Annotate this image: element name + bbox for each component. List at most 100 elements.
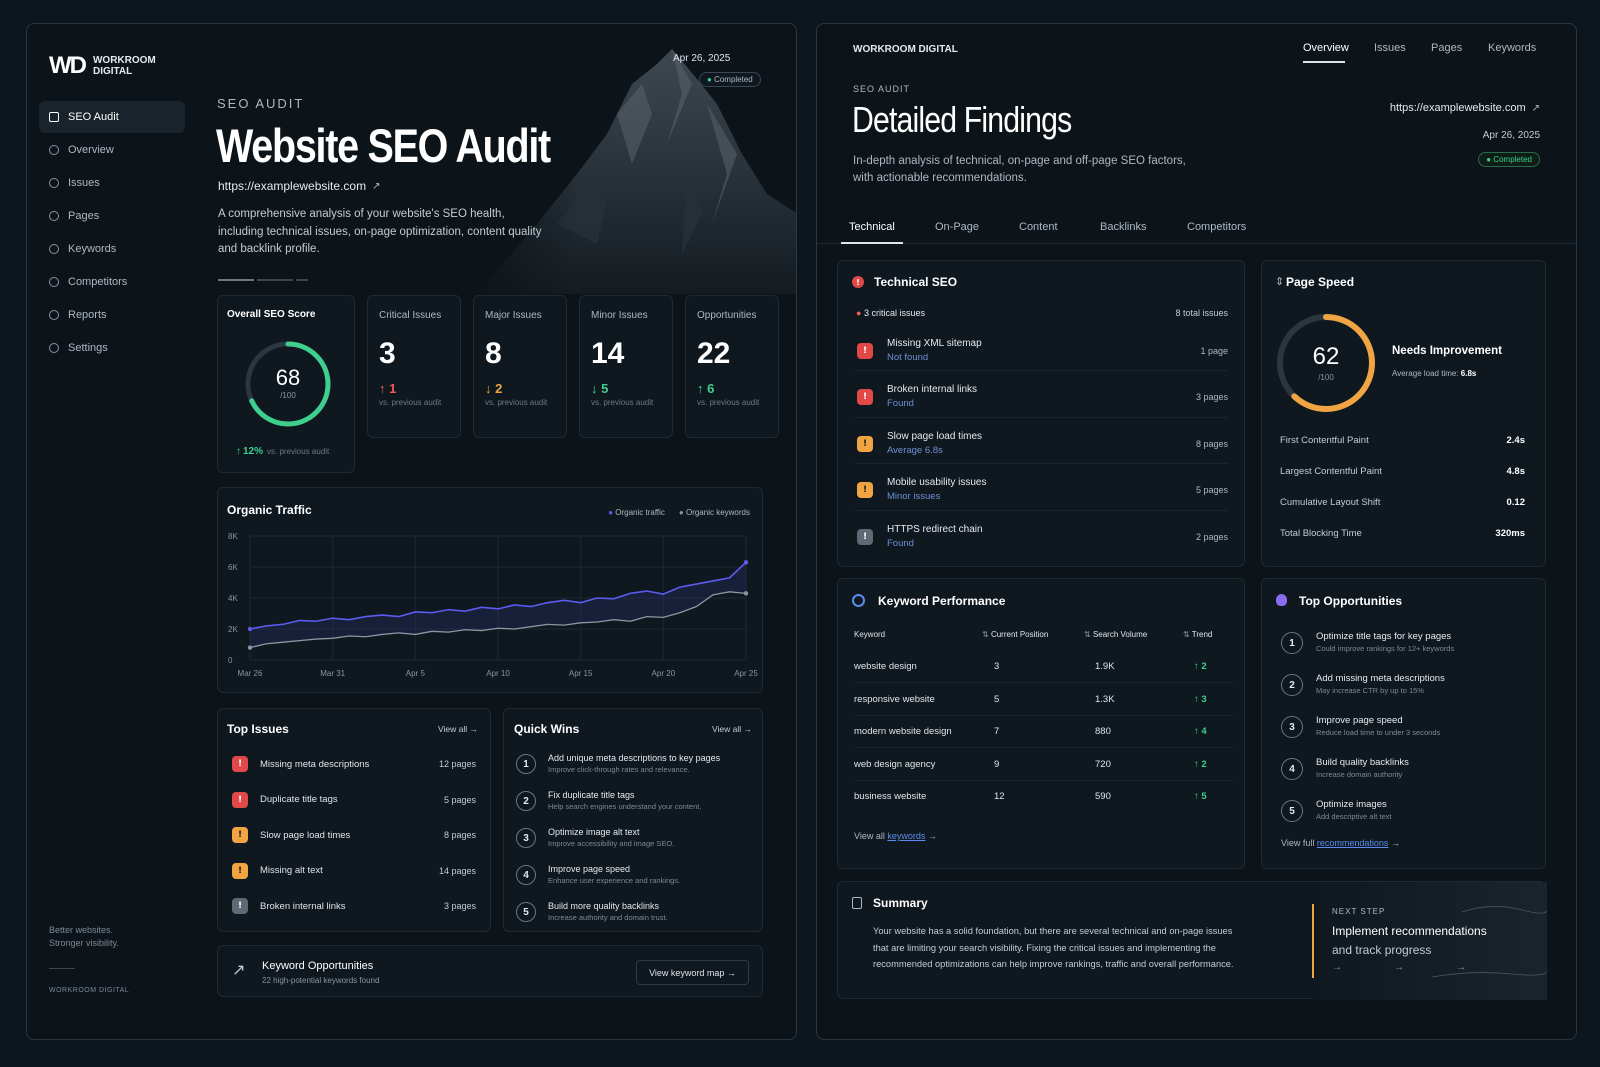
col-header-position[interactable]: ⇅ Current Position [982, 630, 1048, 639]
chart-title: Organic Traffic [227, 503, 312, 517]
quick-win-item[interactable]: 5 Build more quality backlinks Increase au… [516, 897, 754, 927]
sidebar-item-reports[interactable]: Reports [39, 299, 185, 331]
quick-wins-view-all[interactable]: View all → [712, 724, 752, 734]
external-link-icon: ↗ [1531, 102, 1540, 114]
alert-icon: ! [232, 756, 248, 772]
keywords-icon [49, 244, 59, 254]
table-row[interactable]: web design agency 9 720 ↑ 2 [854, 749, 1234, 781]
series-band-fill [250, 562, 746, 648]
quick-win-item[interactable]: 1 Add unique meta descriptions to key pag… [516, 749, 754, 779]
tab-technical[interactable]: Technical [849, 221, 895, 233]
issue-row[interactable]: ! Duplicate title tags 5 pages [232, 789, 476, 811]
sidebar-item-competitors[interactable]: Competitors [39, 266, 185, 298]
table-row[interactable]: modern website design 7 880 ↑ 4 [854, 716, 1234, 748]
brand-name-line1: WORKROOM [92, 55, 156, 66]
col-header-volume[interactable]: ⇅ Search Volume [1084, 630, 1147, 639]
nav-tab-overview[interactable]: Overview [1303, 42, 1349, 54]
stat-card-minor[interactable]: Minor Issues 14 ↓ 5 vs. previous audit [579, 295, 673, 438]
table-row[interactable]: business website 12 590 ↑ 5 [854, 781, 1234, 813]
quick-win-sub: Help search engines understand your cont… [548, 802, 702, 811]
next-step-panel[interactable]: NEXT STEP Implement recommendations and … [1312, 882, 1547, 1000]
stat-delta: ↑ 6 [697, 381, 767, 396]
stat-card-major[interactable]: Major Issues 8 ↓ 2 vs. previous audit [473, 295, 567, 438]
col-header-trend[interactable]: ⇅ Trend [1183, 630, 1212, 639]
alert-icon: ! [852, 276, 864, 288]
col-header-keyword[interactable]: Keyword [854, 630, 886, 639]
technical-issue-row[interactable]: ! Missing XML sitemap Not found 1 page [854, 331, 1228, 371]
technical-issue-row[interactable]: ! Slow page load times Average 6.8s 8 pages [854, 424, 1228, 464]
legend-item-keywords[interactable]: ● Organic keywords [678, 508, 750, 517]
technical-issue-row[interactable]: ! HTTPS redirect chain Found 2 pages [854, 517, 1228, 557]
speed-metric-row: Largest Contentful Paint 4.8s [1280, 466, 1525, 477]
technical-issue-status: Not found [887, 351, 929, 363]
position-cell: 12 [994, 791, 1005, 802]
quick-win-sub: Increase authority and domain trust. [548, 913, 668, 922]
keyword-cell: web design agency [854, 758, 936, 770]
nav-tab-keywords[interactable]: Keywords [1488, 42, 1537, 54]
tab-backlinks[interactable]: Backlinks [1100, 221, 1147, 233]
next-step-sub: and track progress [1332, 943, 1432, 957]
issue-row[interactable]: ! Slow page load times 8 pages [232, 824, 476, 846]
sidebar-item-settings[interactable]: Settings [39, 332, 185, 364]
site-url-link[interactable]: https://examplewebsite.com ↗ [218, 179, 380, 193]
issue-row[interactable]: ! Missing alt text 14 pages [232, 860, 476, 882]
issue-row[interactable]: ! Missing meta descriptions 12 pages [232, 753, 476, 775]
overall-score-card: Overall SEO Score 68 /100 ↑ 12% vs. prev… [217, 295, 355, 473]
col-header-label: Current Position [990, 630, 1049, 639]
opportunity-item[interactable]: 4 Build quality backlinks Increase domain … [1281, 755, 1535, 783]
view-full-label: View full [1281, 838, 1315, 848]
opportunity-item[interactable]: 1 Optimize title tags for key pages Could … [1281, 629, 1535, 657]
technical-issue-row[interactable]: ! Broken internal links Found 3 pages [854, 378, 1228, 418]
opportunity-item[interactable]: 3 Improve page speed Reduce load time to u… [1281, 713, 1535, 741]
top-nav: Overview Issues Pages Keywords [1303, 42, 1543, 66]
audit-date: Apr 26, 2025 [673, 53, 731, 64]
sidebar-item-seo-audit[interactable]: SEO Audit [39, 101, 185, 133]
view-full-recommendations-link[interactable]: View full recommendations → [1281, 838, 1400, 848]
step-number: 1 [1281, 632, 1303, 654]
opportunity-item[interactable]: 5 Optimize images Add descriptive alt text [1281, 797, 1535, 825]
top-issues-title: Top Issues [227, 722, 289, 736]
view-keyword-map-button[interactable]: View keyword map → [636, 960, 749, 985]
legend-label: Organic traffic [615, 508, 665, 517]
stat-card-opportunities[interactable]: Opportunities 22 ↑ 6 vs. previous audit [685, 295, 779, 438]
tab-on-page[interactable]: On-Page [935, 221, 980, 233]
brand-logo[interactable]: WD WORKROOM DIGITAL [49, 52, 156, 80]
status-badge-label: Completed [1493, 155, 1532, 164]
right-brand[interactable]: WORKROOM DIGITAL [853, 44, 958, 55]
quick-win-item[interactable]: 3 Optimize image alt text Improve accessib… [516, 823, 754, 853]
alert-icon: ! [857, 529, 873, 545]
legend-item-traffic[interactable]: ● Organic traffic [608, 508, 665, 517]
top-issues-view-all[interactable]: View all → [438, 724, 478, 734]
critical-count: ● 3 critical issues [856, 308, 925, 318]
stat-card-critical[interactable]: Critical Issues 3 ↑ 1 vs. previous audit [367, 295, 461, 438]
x-tick-label: Apr 10 [486, 669, 510, 678]
findings-title: Detailed Findings [852, 99, 1072, 140]
view-all-keywords-link[interactable]: View all keywords → [854, 831, 937, 841]
sidebar-item-issues[interactable]: Issues [39, 167, 185, 199]
summary-line3: recommended optimizations can help impro… [873, 959, 1234, 969]
quick-win-item[interactable]: 2 Fix duplicate title tags Help search eng… [516, 786, 754, 816]
sidebar-item-overview[interactable]: Overview [39, 134, 185, 166]
quick-wins-title: Quick Wins [514, 722, 580, 736]
tab-competitors[interactable]: Competitors [1187, 221, 1247, 233]
table-row[interactable]: responsive website 5 1.3K ↑ 3 [854, 684, 1234, 716]
sidebar-item-keywords[interactable]: Keywords [39, 233, 185, 265]
table-row[interactable]: website design 3 1.9K ↑ 2 [854, 651, 1234, 683]
opportunity-text: Optimize images Add descriptive alt text [1316, 799, 1391, 823]
issue-row[interactable]: ! Broken internal links 3 pages [232, 895, 476, 917]
right-url-link[interactable]: https://examplewebsite.com ↗ [1390, 102, 1540, 114]
opportunity-item[interactable]: 2 Add missing meta descriptions May increa… [1281, 671, 1535, 699]
issue-label: Missing alt text [260, 865, 323, 876]
tab-active-underline [841, 242, 903, 244]
nav-tab-pages[interactable]: Pages [1431, 42, 1463, 54]
sidebar-item-pages[interactable]: Pages [39, 200, 185, 232]
quick-win-sub: Improve accessibility and image SEO. [548, 839, 675, 848]
tab-content[interactable]: Content [1019, 221, 1058, 233]
site-url: https://examplewebsite.com [218, 179, 367, 193]
volume-cell: 1.9K [1095, 661, 1115, 672]
quick-win-item[interactable]: 4 Improve page speed Enhance user experien… [516, 860, 754, 890]
nav-tab-issues[interactable]: Issues [1374, 42, 1406, 54]
alert-icon: ! [232, 898, 248, 914]
technical-issue-row[interactable]: ! Mobile usability issues Minor issues 5 pa… [854, 471, 1228, 511]
quick-win-title: Fix duplicate title tags [548, 790, 635, 800]
